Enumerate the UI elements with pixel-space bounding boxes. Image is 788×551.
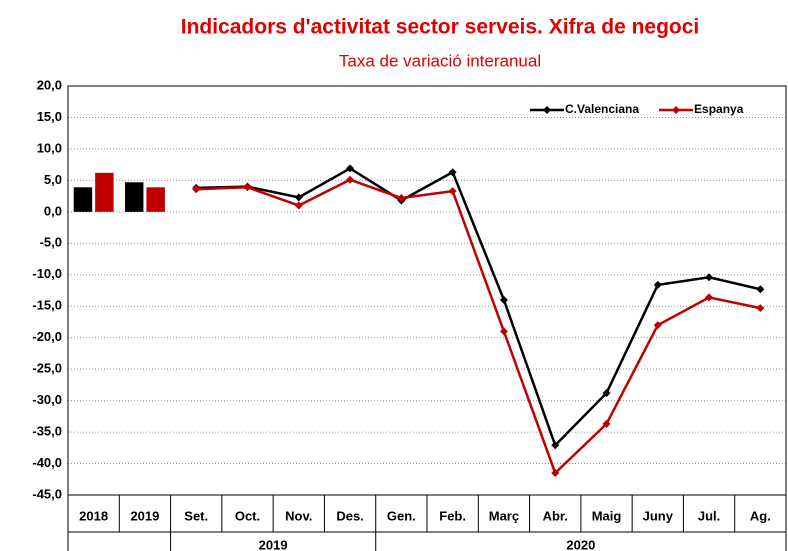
- x-tick-label: Abr.: [543, 508, 568, 523]
- group-label: 2020: [566, 537, 595, 551]
- y-tick-label: 0,0: [44, 203, 62, 218]
- marker: [653, 280, 662, 289]
- x-tick-label: Nov.: [285, 508, 312, 523]
- y-tick-label: -30,0: [32, 392, 62, 407]
- marker: [448, 187, 457, 196]
- line: [196, 178, 761, 476]
- x-tick-label: 2019: [130, 508, 159, 523]
- y-tick-label: -15,0: [32, 298, 62, 313]
- y-tick-label: -40,0: [32, 455, 62, 470]
- line: [196, 166, 761, 448]
- legend-marker: [543, 106, 551, 114]
- chart-subtitle: Taxa de variació interanual: [339, 51, 541, 70]
- marker: [705, 273, 714, 282]
- marker: [243, 183, 252, 192]
- marker: [294, 193, 303, 202]
- marker: [653, 321, 662, 330]
- x-tick-label: Gen.: [387, 508, 416, 523]
- marker: [499, 295, 508, 304]
- bar: [124, 182, 144, 212]
- group-label: 2019: [259, 537, 288, 551]
- y-tick-label: 15,0: [37, 109, 62, 124]
- bar: [73, 187, 93, 212]
- marker: [756, 285, 765, 294]
- plot-frame: [67, 85, 787, 496]
- marker: [551, 468, 560, 477]
- y-tick-label: -45,0: [32, 486, 62, 501]
- x-tick-label: Oct.: [235, 508, 260, 523]
- x-tick-label: Maig: [592, 508, 622, 523]
- x-tick-label: Juny: [643, 508, 674, 523]
- y-tick-label: 5,0: [44, 172, 62, 187]
- x-tick-label: Des.: [336, 508, 363, 523]
- marker: [756, 304, 765, 313]
- bar: [95, 172, 114, 212]
- x-tick-label: 2018: [79, 508, 108, 523]
- chart-title: Indicadors d'activitat sector serveis. X…: [181, 16, 700, 39]
- bar: [146, 187, 165, 212]
- y-tick-label: -35,0: [32, 424, 62, 439]
- marker: [551, 441, 560, 450]
- x-tick-label: Març: [489, 508, 519, 523]
- marker: [602, 419, 611, 428]
- x-tick-label: Feb.: [439, 508, 466, 523]
- x-tick-label: Set.: [184, 508, 208, 523]
- marker: [602, 389, 611, 398]
- marker: [294, 201, 303, 210]
- x-tick-label: Jul.: [698, 508, 720, 523]
- legend-marker: [672, 106, 681, 114]
- marker: [346, 164, 355, 173]
- legend-label: Espanya: [694, 102, 744, 116]
- marker: [397, 194, 406, 203]
- marker: [705, 293, 714, 302]
- y-tick-label: 10,0: [37, 140, 62, 155]
- x-tick-label: Ag.: [750, 508, 771, 523]
- marker: [499, 327, 508, 336]
- legend-label: C.Valenciana: [565, 102, 639, 116]
- y-tick-label: -25,0: [32, 361, 62, 376]
- marker: [192, 185, 201, 194]
- marker: [346, 175, 355, 184]
- y-tick-label: -20,0: [32, 329, 62, 344]
- y-tick-label: -10,0: [32, 266, 62, 281]
- y-tick-label: -5,0: [40, 235, 62, 250]
- marker: [448, 168, 457, 177]
- y-tick-label: 20,0: [37, 77, 62, 92]
